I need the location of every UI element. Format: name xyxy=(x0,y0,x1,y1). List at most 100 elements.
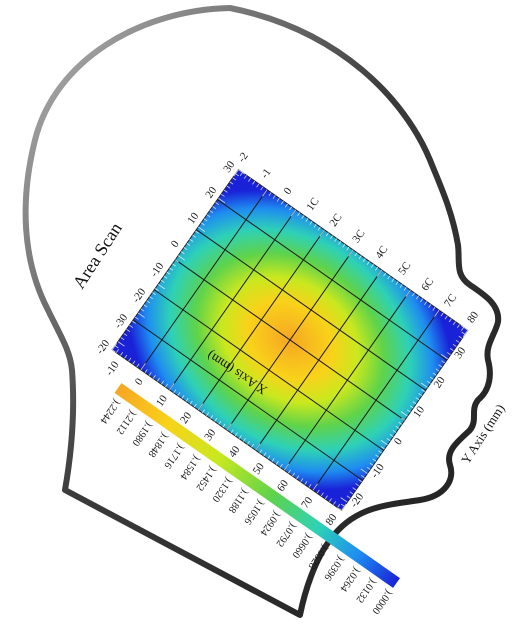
tick-mark xyxy=(448,318,452,323)
legend-label: ).0132 xyxy=(353,576,378,605)
tick-mark xyxy=(197,403,204,411)
tick-mark xyxy=(136,363,140,368)
tick-mark xyxy=(120,352,124,356)
tick-mark xyxy=(114,345,119,349)
tick-marks xyxy=(111,169,469,511)
tick-mark xyxy=(180,251,185,255)
tick-mark xyxy=(329,235,333,240)
tick-mark xyxy=(319,229,325,237)
tick-mark xyxy=(161,380,164,385)
tick-mark xyxy=(460,325,469,331)
tick-mark xyxy=(297,212,301,217)
tick-mark xyxy=(424,301,428,306)
tick-mark xyxy=(160,279,165,283)
tick-mark xyxy=(152,292,156,296)
tick-mark xyxy=(262,189,268,197)
tick-mark xyxy=(316,489,320,494)
tick-mark xyxy=(361,475,365,478)
tick-mark xyxy=(212,206,217,210)
tick-mark xyxy=(238,169,246,175)
tick-mark xyxy=(183,247,188,251)
tick-mark xyxy=(309,220,313,225)
tick-mark xyxy=(386,438,391,442)
tick-mark xyxy=(177,255,185,261)
tick-mark xyxy=(284,203,288,208)
tick-label: -20 xyxy=(94,337,113,356)
tick-mark xyxy=(120,337,125,341)
legend-label: ).2112 xyxy=(114,408,138,436)
legend-label: ).0264 xyxy=(337,565,362,594)
tick-mark xyxy=(405,289,411,297)
tick-mark xyxy=(163,275,168,279)
tick-mark xyxy=(128,357,132,362)
tick-mark xyxy=(149,296,154,300)
tick-label: 6C xyxy=(419,276,436,293)
tick-label: 20 xyxy=(203,184,219,200)
tick-label: 10 xyxy=(154,393,170,409)
tick-mark xyxy=(438,364,443,368)
tick-mark xyxy=(206,412,210,416)
legend-color-bar xyxy=(114,383,400,588)
legend-label: ).0000 xyxy=(369,587,394,616)
tick-mark xyxy=(268,192,272,197)
tick-mark xyxy=(279,463,283,468)
tick-mark xyxy=(358,255,362,260)
tick-mark xyxy=(317,226,321,231)
tick-mark xyxy=(173,389,177,394)
tick-mark xyxy=(169,267,174,271)
tick-mark xyxy=(398,421,403,425)
tick-mark xyxy=(324,495,328,500)
tick-mark xyxy=(370,264,374,268)
tick-mark xyxy=(352,487,357,491)
head-outline xyxy=(22,5,502,618)
tick-mark xyxy=(134,316,139,320)
tick-mark xyxy=(312,483,318,491)
tick-mark xyxy=(146,300,151,304)
area-scan-plot: -2-101C2C3C4C5C6C7C80-100102030405060708… xyxy=(94,150,481,527)
tick-mark xyxy=(111,343,118,351)
tick-mark xyxy=(325,232,329,237)
tick-mark xyxy=(137,312,145,318)
tick-label: 0 xyxy=(392,435,405,447)
grid-line-horizontal xyxy=(132,319,363,481)
tick-mark xyxy=(275,461,279,465)
tick-mark xyxy=(181,395,185,399)
tick-mark xyxy=(305,218,309,222)
tick-mark xyxy=(252,180,256,185)
tick-mark xyxy=(148,372,152,376)
tick-mark xyxy=(300,478,304,482)
tick-label: 40 xyxy=(226,444,242,460)
tick-mark xyxy=(362,258,366,263)
tick-mark xyxy=(313,223,317,228)
tick-mark xyxy=(230,429,234,434)
tick-mark xyxy=(267,455,271,460)
tick-mark xyxy=(421,389,425,392)
tick-label: -10 xyxy=(103,359,122,378)
tick-mark xyxy=(391,278,395,283)
legend-label: ).2244 xyxy=(97,397,122,426)
tick-mark xyxy=(383,272,387,277)
tick-mark xyxy=(338,507,342,511)
tick-mark xyxy=(123,333,128,337)
grid-line-horizontal xyxy=(217,199,448,361)
tick-mark xyxy=(143,304,148,308)
tick-mark xyxy=(348,249,354,257)
tick-mark xyxy=(358,479,362,483)
tick-mark xyxy=(406,409,411,413)
tick-mark xyxy=(115,349,119,353)
tick-mark xyxy=(272,195,276,199)
tick-mark xyxy=(366,261,370,265)
tick-mark xyxy=(409,405,414,409)
legend-label: ).0792 xyxy=(273,520,298,549)
tick-mark xyxy=(220,193,225,197)
tick-mark xyxy=(132,360,136,365)
tick-mark xyxy=(346,495,351,499)
tick-mark xyxy=(193,403,197,408)
tick-mark xyxy=(403,286,407,291)
tick-mark xyxy=(395,425,400,429)
tick-mark xyxy=(341,503,347,511)
tick-mark xyxy=(458,335,463,339)
tick-mark xyxy=(428,304,432,308)
tick-mark xyxy=(395,281,399,285)
legend-label: ).1716 xyxy=(162,442,187,471)
